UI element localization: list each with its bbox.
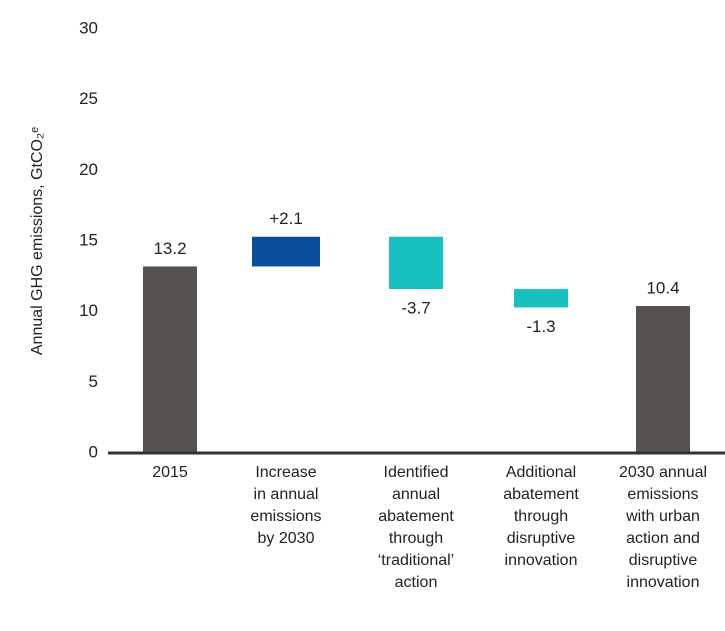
value-label: +2.1 bbox=[269, 209, 303, 228]
x-tick-label: Identified annual abatement through ‘tra… bbox=[377, 464, 455, 591]
y-tick-label: 30 bbox=[79, 18, 98, 37]
y-axis-label: Annual GHG emissions, GtCO₂ᵉ bbox=[29, 127, 46, 355]
y-tick-label: 5 bbox=[89, 372, 98, 391]
bar bbox=[514, 289, 568, 308]
x-tick-label: 2015 bbox=[152, 464, 188, 481]
bar bbox=[252, 236, 320, 267]
x-tick-label: Increase in annual emissions by 2030 bbox=[250, 464, 322, 547]
y-tick-label: 25 bbox=[79, 89, 98, 108]
bar bbox=[636, 306, 690, 453]
y-tick-label: 10 bbox=[79, 301, 98, 320]
value-label: -1.3 bbox=[526, 317, 555, 336]
x-tick-label: 2030 annual emissions with urban action … bbox=[618, 464, 708, 591]
value-label: 10.4 bbox=[646, 278, 679, 297]
bar bbox=[389, 236, 443, 290]
y-tick-label: 15 bbox=[79, 230, 98, 249]
y-tick-label: 0 bbox=[89, 442, 98, 461]
value-label: -3.7 bbox=[401, 299, 430, 318]
bar bbox=[143, 266, 197, 453]
y-tick-label: 20 bbox=[79, 160, 98, 179]
x-tick-label: Additional abatement through disruptive … bbox=[503, 464, 579, 569]
value-label: 13.2 bbox=[153, 239, 186, 258]
